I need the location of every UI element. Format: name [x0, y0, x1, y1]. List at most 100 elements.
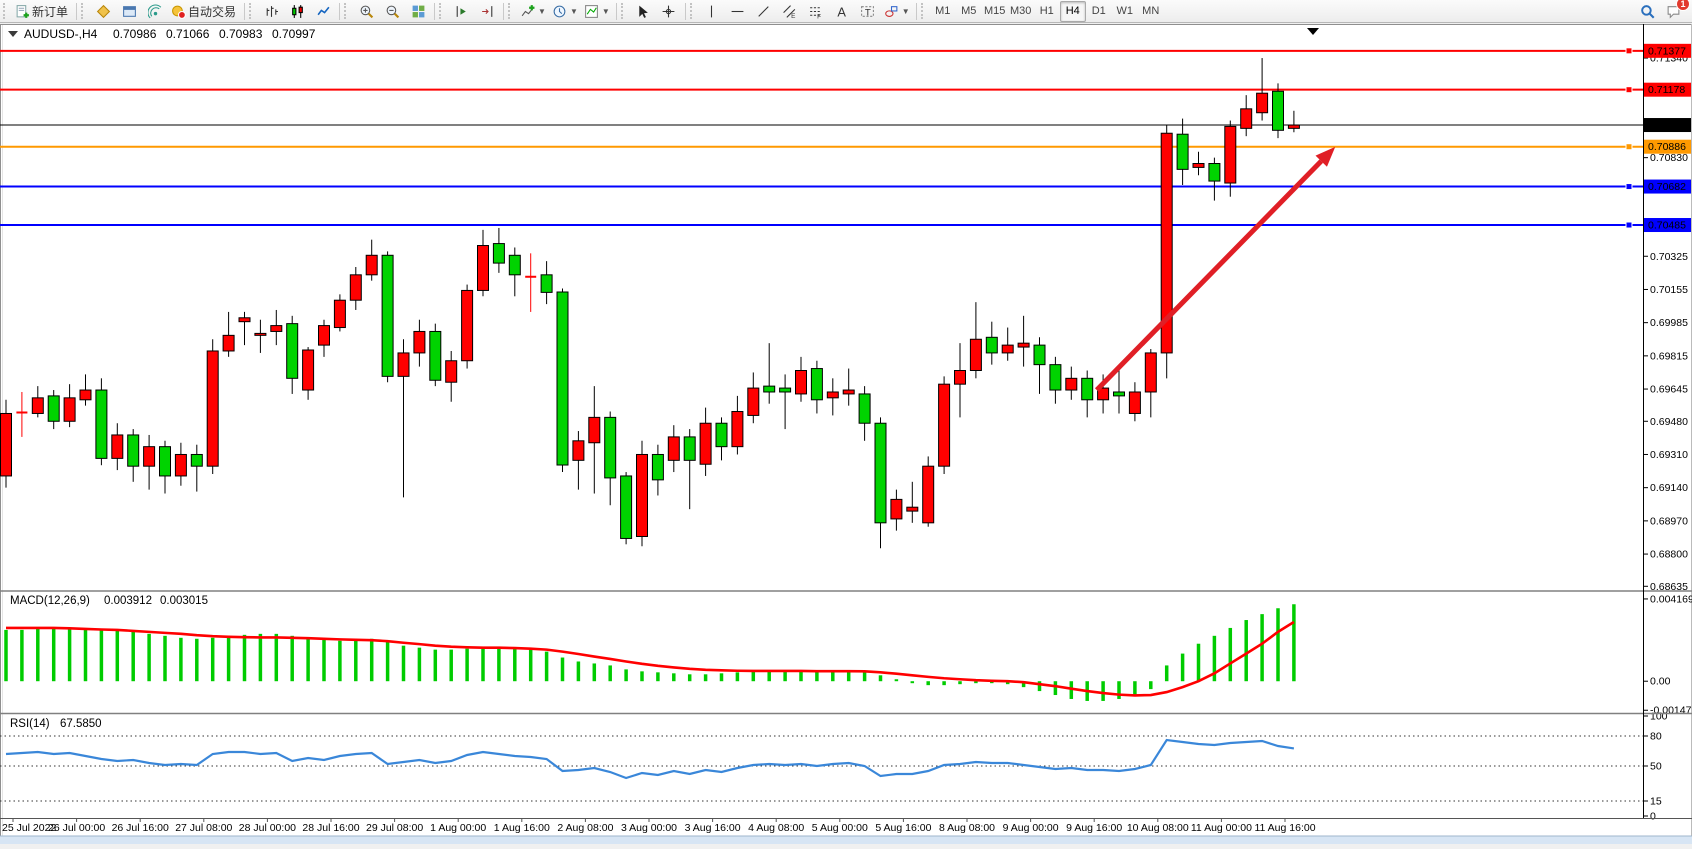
- quote-open: 0.70986: [113, 27, 157, 41]
- candle: [1240, 95, 1253, 137]
- line-handle[interactable]: [1625, 47, 1633, 55]
- macd-tick-label: 0.004169: [1650, 593, 1692, 605]
- chart-shift-marker-icon[interactable]: [1307, 28, 1319, 35]
- new-order-button[interactable]: 新订单: [12, 0, 73, 22]
- time-tick-label: 2 Aug 08:00: [557, 822, 613, 834]
- symbol-title[interactable]: AUDUSD-,H4: [24, 27, 98, 41]
- candle: [858, 386, 871, 441]
- timeframe-m1-button[interactable]: M1: [935, 5, 951, 17]
- auto-scroll-button[interactable]: [448, 0, 474, 22]
- quote-high: 0.71066: [166, 27, 210, 41]
- candle: [651, 444, 664, 496]
- clock-icon: [552, 4, 567, 19]
- new-chart-button[interactable]: ▼: [517, 0, 549, 22]
- vertical-line-button[interactable]: [699, 0, 725, 22]
- search-button[interactable]: [1634, 0, 1660, 22]
- timeframe-m5-button[interactable]: M5: [961, 5, 977, 17]
- candle: [222, 311, 235, 357]
- timeframe-h1-button[interactable]: H1: [1039, 5, 1054, 17]
- timeframe-d1-button[interactable]: D1: [1091, 5, 1106, 17]
- macd-signal-line: [6, 620, 1295, 697]
- doc-plus-icon: [15, 4, 30, 19]
- quote-close: 0.70997: [272, 27, 316, 41]
- time-tick-label: 4 Aug 08:00: [748, 822, 804, 834]
- zoom-out-button[interactable]: [379, 0, 405, 22]
- navigator-button[interactable]: [116, 0, 142, 22]
- candle: [890, 489, 903, 531]
- timeframe-m15-button[interactable]: M15: [984, 5, 1006, 17]
- toolbar-grip[interactable]: [508, 3, 514, 19]
- price-tick-label: 0.69985: [1650, 317, 1688, 329]
- signal-icon: [147, 3, 163, 19]
- text-button[interactable]: A: [829, 0, 855, 22]
- price-axis: 0.713400.708300.703250.701550.699850.698…: [1643, 43, 1692, 823]
- fibonacci-button[interactable]: F: [803, 0, 829, 22]
- timeframe-m30-button[interactable]: M30: [1010, 5, 1032, 17]
- svg-text:T: T: [865, 7, 871, 18]
- search-icon: [1640, 4, 1655, 19]
- toolbar-grip[interactable]: [439, 3, 445, 19]
- candle: [1065, 366, 1078, 400]
- shapes-button[interactable]: ▼: [881, 0, 913, 22]
- toolbar-grip[interactable]: [620, 3, 627, 19]
- candle: [1192, 151, 1205, 176]
- timeframe-w1-button[interactable]: W1: [1116, 5, 1133, 17]
- time-tick-label: 5 Aug 00:00: [812, 822, 868, 834]
- candle: [1272, 83, 1284, 139]
- auto-trading-button[interactable]: 自动交易: [168, 0, 241, 22]
- svg-text:A: A: [838, 4, 847, 19]
- trend-arrow-annotation[interactable]: [1094, 146, 1336, 392]
- candle: [349, 267, 362, 310]
- candle: [238, 311, 251, 346]
- candle-chart-button[interactable]: [284, 0, 310, 22]
- toolbar-separator: [244, 2, 246, 20]
- trendline-button[interactable]: [751, 0, 777, 22]
- line-handle[interactable]: [1625, 183, 1633, 191]
- timeframe-mn-button[interactable]: MN: [1142, 5, 1160, 17]
- horizontal-line-button[interactable]: [725, 0, 751, 22]
- line-handle[interactable]: [1625, 143, 1633, 151]
- candle: [731, 395, 744, 455]
- line-chart-button[interactable]: [310, 0, 336, 22]
- zoom-in-button[interactable]: [353, 0, 379, 22]
- periods-button[interactable]: ▼: [549, 0, 581, 22]
- candle: [1017, 315, 1030, 367]
- candle: [286, 315, 299, 394]
- toolbar-grip[interactable]: [920, 3, 927, 19]
- toolbar-separator: [615, 2, 617, 20]
- toolbar-grip[interactable]: [344, 3, 350, 19]
- candle: [47, 390, 60, 430]
- rsi-tick-label: 100: [1650, 711, 1668, 723]
- indicators-icon: [584, 4, 599, 19]
- timeframe-h4-button[interactable]: H4: [1059, 0, 1086, 22]
- crosshair-button[interactable]: [656, 0, 682, 22]
- candle: [302, 347, 315, 400]
- dropdown-arrow-icon: ▼: [601, 6, 610, 16]
- price-tick-label: 0.68635: [1650, 581, 1688, 593]
- toolbar-grip[interactable]: [249, 3, 255, 19]
- cursor-button[interactable]: [630, 0, 656, 22]
- price-tick-label: 0.70830: [1650, 152, 1688, 164]
- macd-tick-label: 0.00: [1650, 676, 1671, 688]
- time-tick-label: 3 Aug 00:00: [621, 822, 677, 834]
- text-label-button[interactable]: T: [855, 0, 881, 22]
- toolbar-grip[interactable]: [3, 3, 9, 19]
- toolbar-grip[interactable]: [689, 3, 696, 19]
- indicators-button[interactable]: ▼: [581, 0, 613, 22]
- line-handle[interactable]: [1625, 86, 1633, 94]
- candle: [413, 319, 426, 367]
- line-handle[interactable]: [1625, 221, 1633, 229]
- chart-shift-button[interactable]: [474, 0, 500, 22]
- symbol-dropdown-icon[interactable]: [8, 31, 18, 37]
- tile-windows-button[interactable]: [405, 0, 431, 22]
- equidistant-channel-button[interactable]: E: [777, 0, 803, 22]
- market-watch-button[interactable]: [90, 0, 116, 22]
- signals-button[interactable]: [142, 0, 168, 22]
- notifications-button[interactable]: 1: [1660, 0, 1690, 22]
- bar-chart-button[interactable]: [258, 0, 284, 22]
- toolbar-grip[interactable]: [81, 3, 87, 19]
- toolbar-right-group: 1: [1634, 0, 1690, 22]
- bar-chart-icon: [264, 4, 279, 19]
